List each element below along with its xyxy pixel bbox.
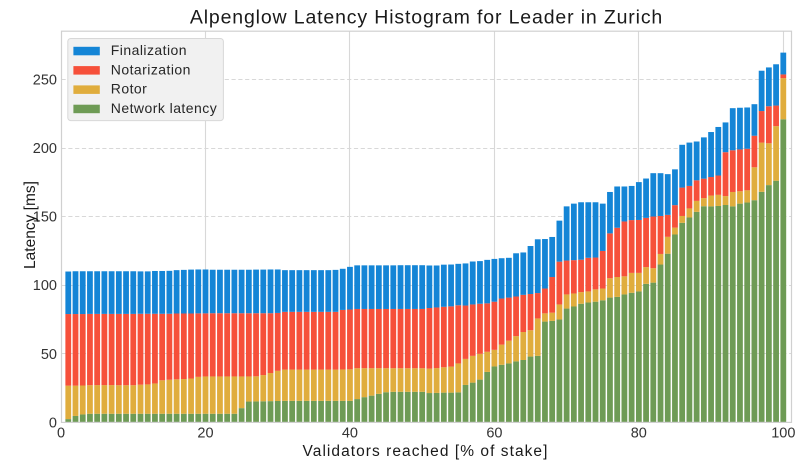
svg-text:100: 100 [771,426,795,442]
svg-text:Validators reached [% of stake: Validators reached [% of stake] [303,443,549,460]
svg-text:Latency [ms]: Latency [ms] [22,181,39,269]
svg-text:Notarization: Notarization [111,61,191,77]
svg-text:40: 40 [342,426,358,442]
svg-text:150: 150 [33,210,57,226]
svg-text:Alpenglow Latency Histogram fo: Alpenglow Latency Histogram for Leader i… [190,7,663,29]
svg-text:0: 0 [57,426,65,442]
svg-text:0: 0 [49,415,57,431]
svg-text:200: 200 [33,141,57,157]
svg-text:20: 20 [197,426,213,442]
svg-text:100: 100 [33,278,57,294]
svg-text:50: 50 [41,347,57,363]
svg-text:Network latency: Network latency [111,100,217,116]
svg-text:Rotor: Rotor [111,81,147,97]
svg-text:80: 80 [631,426,647,442]
svg-text:Finalization: Finalization [111,42,187,58]
svg-text:250: 250 [33,73,57,89]
svg-text:60: 60 [486,426,502,442]
